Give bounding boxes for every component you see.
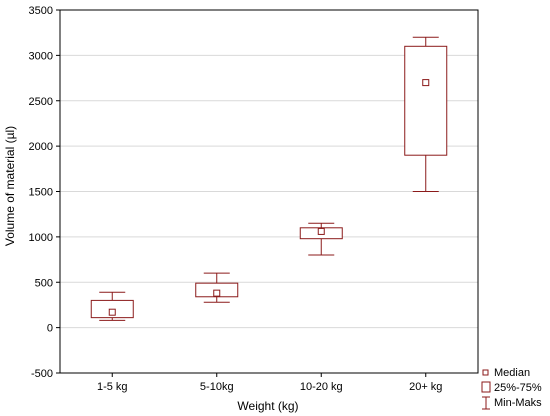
- legend-box-icon: [481, 381, 491, 393]
- median-marker-3: [422, 79, 430, 87]
- x-tick-label-2: 10-20 kg: [300, 381, 343, 393]
- y-tick-label-5: 2000: [29, 141, 53, 153]
- x-tick-label-0: 1-5 kg: [97, 381, 128, 393]
- y-tick-label-8: 3500: [29, 5, 53, 17]
- box-1: [195, 272, 239, 303]
- box-2: [299, 222, 343, 256]
- y-tick-label-7: 3000: [29, 50, 53, 62]
- median-marker-2: [317, 227, 325, 235]
- iqr-box-2: [299, 227, 343, 240]
- y-tick-label-1: 0: [47, 323, 53, 335]
- legend: Median 25%-75% Min-Maks: [481, 367, 542, 410]
- box-0: [90, 291, 134, 321]
- plot-frame: [59, 9, 479, 374]
- x-axis-ticks: 1-5 kg 5-10kg 10-20 kg 20+ kg: [97, 373, 442, 393]
- legend-whisker-icon: [482, 396, 490, 410]
- legend-median-icon: [482, 369, 489, 376]
- gridlines: [60, 54, 478, 329]
- y-tick-label-2: 500: [35, 277, 53, 289]
- y-tick-label-0: -500: [31, 368, 53, 380]
- median-marker-0: [108, 308, 116, 316]
- x-tick-label-1: 5-10kg: [200, 381, 234, 393]
- legend-median-label: Median: [494, 367, 530, 379]
- iqr-box-3: [404, 45, 448, 156]
- legend-box-label: 25%-75%: [494, 382, 542, 394]
- x-axis-label: Weight (kg): [237, 399, 298, 413]
- y-tick-label-4: 1500: [29, 187, 53, 199]
- median-marker-1: [213, 289, 221, 297]
- y-tick-label-6: 2500: [29, 96, 53, 108]
- y-axis-label: Volume of material (µl): [3, 126, 17, 246]
- box-3: [404, 36, 448, 192]
- y-tick-label-3: 1000: [29, 232, 53, 244]
- y-axis-ticks: -500 0 500 1000 1500 2000 2500 3000 3500: [29, 5, 60, 380]
- box-series: [90, 36, 448, 321]
- x-tick-label-3: 20+ kg: [409, 381, 442, 393]
- legend-whisker-label: Min-Maks: [494, 397, 542, 409]
